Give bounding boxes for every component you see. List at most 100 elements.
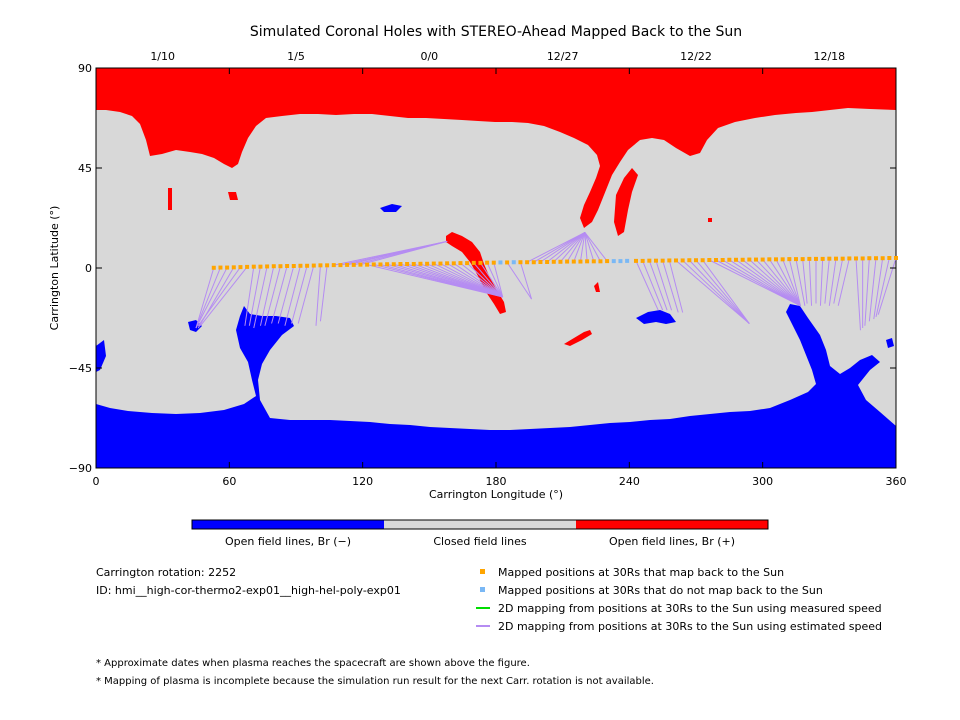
mapped-point bbox=[518, 260, 523, 265]
estimated-mapping-line bbox=[755, 259, 801, 307]
estimated-mapping-line bbox=[584, 232, 588, 262]
x-tick-label: 0 bbox=[93, 475, 100, 488]
estimated-mapping-line bbox=[802, 259, 808, 304]
mapped-point bbox=[445, 261, 450, 266]
estimated-mapping-line bbox=[264, 266, 281, 326]
estimated-mapping-line bbox=[855, 258, 861, 331]
estimated-mapping-line bbox=[480, 262, 504, 298]
estimated-mapping-line bbox=[702, 259, 750, 324]
mapped-point bbox=[667, 258, 672, 263]
mapped-point bbox=[211, 265, 216, 270]
colorbar: Open field lines, Br (−) Closed field li… bbox=[191, 519, 769, 548]
mapped-point bbox=[485, 260, 490, 265]
estimated-mapping-line bbox=[553, 232, 586, 263]
estimated-mapping-line bbox=[795, 259, 806, 306]
mapped-point bbox=[311, 263, 316, 268]
y-tick-label: −90 bbox=[69, 462, 92, 475]
positive-patch-small-2 bbox=[168, 188, 172, 210]
estimated-mapping-line bbox=[506, 262, 532, 300]
mapped-points-layer bbox=[211, 256, 898, 270]
estimated-mapping-line bbox=[729, 259, 801, 307]
mapped-point bbox=[431, 261, 436, 266]
estimated-mapping-line bbox=[688, 259, 750, 324]
colorbar-negative bbox=[192, 520, 384, 529]
y-tick-label: −45 bbox=[69, 362, 92, 375]
estimated-mapping-line bbox=[735, 259, 801, 307]
y-axis-label: Carrington Latitude (°) bbox=[48, 206, 61, 331]
estimated-mapping-line bbox=[584, 232, 595, 262]
estimated-mapping-line bbox=[433, 263, 503, 298]
mapped-point bbox=[398, 262, 403, 266]
estimated-mapping-line bbox=[284, 265, 301, 326]
mapped-point bbox=[425, 261, 430, 266]
y-tick-label: 45 bbox=[78, 162, 92, 175]
mapped-point bbox=[405, 262, 410, 266]
estimated-mapping-line bbox=[446, 262, 503, 298]
mapped-point bbox=[700, 258, 705, 263]
mapped-point bbox=[807, 256, 812, 261]
estimated-mapping-line bbox=[460, 262, 503, 298]
mapped-point bbox=[707, 258, 712, 262]
mapped-point bbox=[331, 263, 336, 268]
mapped-point bbox=[238, 265, 243, 270]
estimated-mapping-line bbox=[662, 260, 679, 313]
estimated-mapping-line bbox=[642, 260, 664, 311]
estimated-mapping-line bbox=[244, 266, 255, 326]
negative-patch-far-right bbox=[852, 396, 864, 404]
mapped-point bbox=[747, 257, 752, 262]
mapped-point bbox=[760, 257, 765, 262]
estimated-mapping-line bbox=[868, 258, 877, 322]
estimated-speed-mapping-lines bbox=[195, 231, 897, 331]
estimated-mapping-line bbox=[195, 267, 215, 329]
estimated-mapping-line bbox=[648, 260, 668, 311]
estimated-mapping-line bbox=[291, 265, 308, 324]
run-id: ID: hmi__high-cor-thermo2-exp01__high-he… bbox=[96, 584, 401, 597]
positive-patch-small-4 bbox=[594, 282, 600, 292]
mapped-point bbox=[774, 257, 778, 262]
negative-patch-upper bbox=[380, 204, 402, 212]
estimated-mapping-line bbox=[253, 266, 268, 329]
negative-patch-right-edge bbox=[886, 338, 894, 348]
x-tick-label: 360 bbox=[886, 475, 907, 488]
mapped-point bbox=[305, 263, 310, 268]
mapped-point bbox=[225, 265, 230, 270]
legend: Mapped positions at 30Rs that map back t… bbox=[476, 566, 882, 633]
mapped-point bbox=[351, 262, 356, 267]
mapped-point bbox=[531, 260, 536, 265]
top-date-label: 12/18 bbox=[813, 50, 845, 63]
estimated-mapping-line bbox=[833, 258, 844, 304]
mapped-point bbox=[867, 256, 872, 261]
north-positive-hole bbox=[96, 68, 896, 228]
colorbar-label-positive: Open field lines, Br (+) bbox=[609, 535, 735, 548]
mapped-point bbox=[545, 260, 550, 264]
mapped-point bbox=[465, 261, 470, 266]
mapped-point bbox=[894, 256, 898, 260]
mapped-point bbox=[598, 259, 603, 264]
unmapped-point bbox=[625, 258, 630, 263]
x-tick-label: 300 bbox=[752, 475, 773, 488]
mapped-point bbox=[391, 262, 396, 267]
estimated-mapping-line bbox=[668, 260, 684, 313]
estimated-mapping-line bbox=[486, 262, 504, 298]
mapped-point bbox=[578, 259, 583, 264]
positive-patch-upper-right bbox=[614, 168, 638, 236]
mapped-point bbox=[585, 259, 590, 264]
mapped-point bbox=[525, 260, 530, 265]
estimated-mapping-line bbox=[297, 265, 315, 324]
mapped-point bbox=[365, 262, 370, 267]
mapped-point bbox=[820, 256, 825, 261]
colorbar-closed bbox=[384, 520, 576, 529]
mapped-point bbox=[458, 261, 463, 266]
mapped-point bbox=[654, 258, 658, 263]
mapped-point bbox=[318, 263, 323, 268]
estimated-mapping-line bbox=[259, 266, 275, 326]
mapped-point bbox=[854, 256, 858, 261]
mapped-point bbox=[591, 259, 596, 264]
estimated-mapping-line bbox=[519, 262, 533, 300]
mapped-point bbox=[271, 264, 276, 269]
unmapped-point bbox=[618, 259, 623, 264]
legend-label-unmapped: Mapped positions at 30Rs that do not map… bbox=[498, 584, 823, 597]
colorbar-positive bbox=[576, 520, 768, 529]
estimated-mapping-line bbox=[837, 258, 850, 306]
estimated-mapping-line bbox=[873, 258, 884, 320]
